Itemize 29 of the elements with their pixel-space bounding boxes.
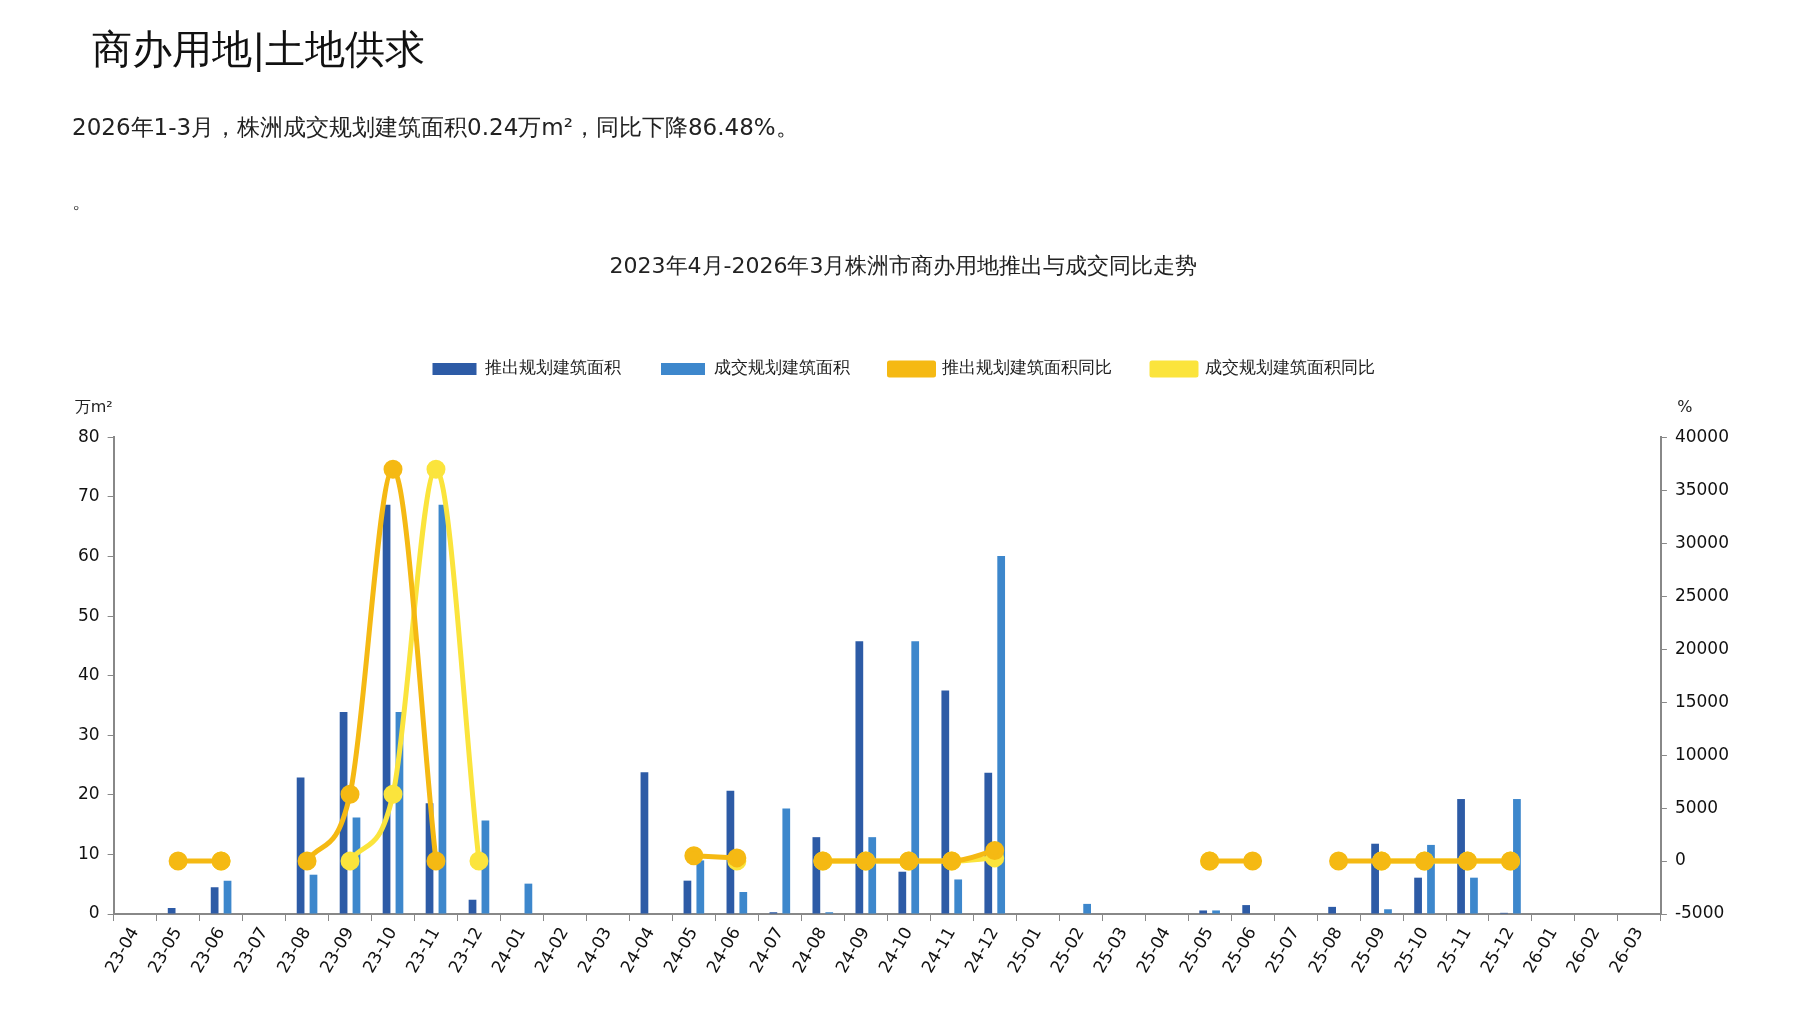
y-tick-label: 60 [77,544,100,565]
legend-label: 成交规划建筑面积同比 [1204,357,1375,378]
y2-axis-title: % [1677,396,1693,416]
y2-tick-label: 10000 [1674,743,1730,764]
text: 2026年1-3月，株洲成交规划建筑面积0.24万m²，同比下降86.48%。 [72,113,799,142]
y2-tick-label: 15000 [1674,690,1730,711]
y2-tick-label: 0 [1674,849,1686,870]
y-axis-title: 万m² [74,396,113,416]
legend-label: 成交规划建筑面积 [713,357,850,378]
y2-tick-label: 35000 [1674,478,1730,499]
y-tick-label: 50 [77,604,100,625]
y2-tick-label: 5000 [1674,796,1719,817]
y2-tick-label: 25000 [1674,584,1730,605]
text: 。 [72,188,92,215]
y2-tick-label: 40000 [1674,425,1730,446]
y-tick-label: 20 [77,783,100,804]
legend-label: 推出规划建筑面积同比 [942,357,1112,378]
y2-tick-label: -5000 [1674,902,1725,923]
y-tick-label: 70 [77,485,100,506]
y-tick-label: 0 [88,902,100,923]
text: 商办用地|土地供求 [92,25,426,74]
chart-title: 2023年4月-2026年3月株洲市商办用地推出与成交同比走势 [609,252,1198,278]
y-tick-label: 80 [77,425,100,446]
y2-tick-label: 20000 [1674,637,1730,658]
y-tick-label: 30 [77,723,100,744]
y-tick-label: 40 [77,664,100,685]
legend-label: 推出规划建筑面积 [485,357,621,378]
y-tick-label: 10 [77,842,100,863]
y2-tick-label: 30000 [1674,531,1730,552]
